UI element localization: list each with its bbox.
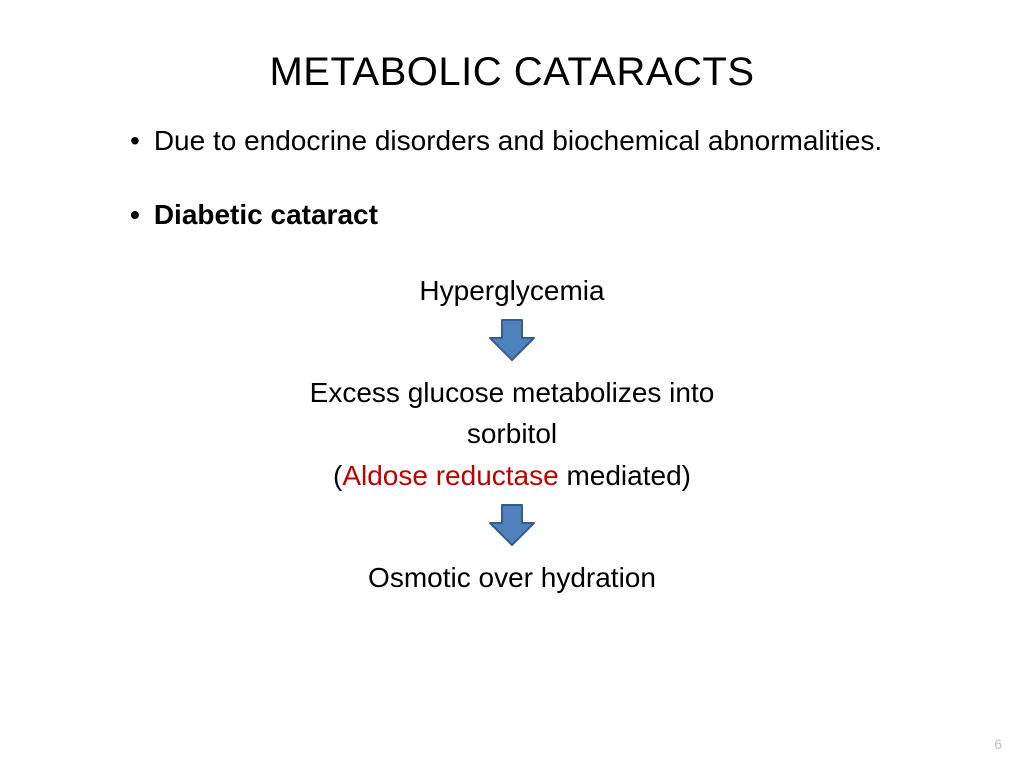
arrow-down-2 [70,503,954,547]
flow-step-glucose-b: sorbitol [70,415,954,453]
bullet-diabetic: Diabetic cataract [130,197,954,233]
flowchart: Hyperglycemia Excess glucose metabolizes… [70,272,954,597]
slide-container: METABOLIC CATARACTS Due to endocrine dis… [0,0,1024,768]
flow-step-glucose-a: Excess glucose metabolizes into [70,374,954,412]
mediated-text: mediated) [559,460,691,491]
flow-step-aldose: (Aldose reductase mediated) [70,457,954,495]
down-arrow-icon [488,503,536,547]
flow-step-hyperglycemia: Hyperglycemia [70,272,954,310]
bullet-intro: Due to endocrine disorders and biochemic… [130,123,954,159]
bullet-list: Due to endocrine disorders and biochemic… [70,123,954,234]
aldose-reductase-red: Aldose reductase [342,460,558,491]
down-arrow-icon [488,318,536,362]
page-number: 6 [994,736,1002,752]
flow-step-osmotic: Osmotic over hydration [70,559,954,597]
arrow-down-1 [70,318,954,362]
paren-open: ( [333,460,342,491]
page-title: METABOLIC CATARACTS [70,50,954,95]
